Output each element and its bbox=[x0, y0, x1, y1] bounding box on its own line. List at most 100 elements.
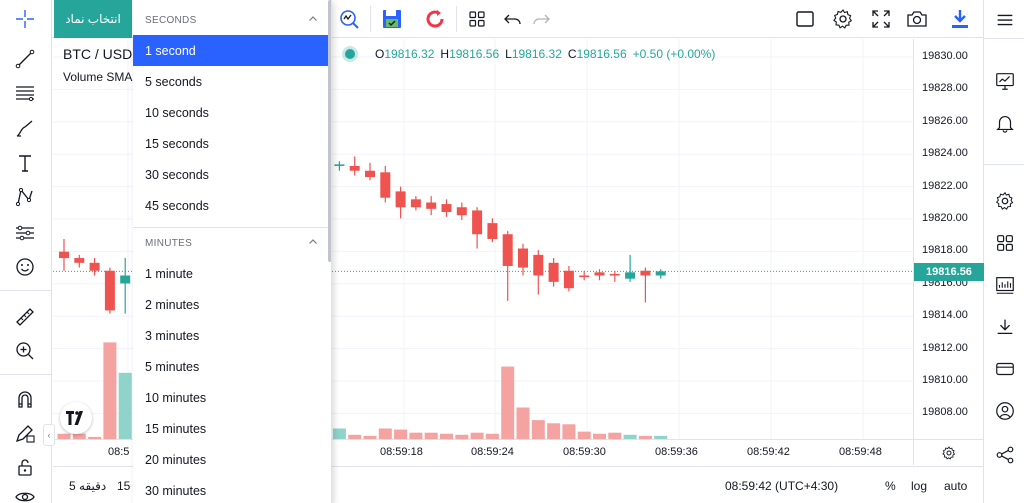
candle-body bbox=[487, 223, 498, 239]
candle bbox=[74, 254, 85, 268]
replay-button[interactable] bbox=[420, 4, 450, 34]
pattern-tool[interactable] bbox=[8, 182, 42, 212]
candle bbox=[548, 258, 559, 287]
horizontal-lines-tool[interactable] bbox=[8, 78, 42, 108]
interval-option[interactable]: 30 seconds bbox=[145, 167, 209, 182]
wallet-button[interactable] bbox=[990, 354, 1020, 384]
interval-option[interactable]: 15 minutes bbox=[145, 421, 207, 436]
alerts-button[interactable] bbox=[990, 108, 1020, 138]
candle bbox=[487, 218, 498, 243]
trend-line-tool[interactable] bbox=[8, 44, 42, 74]
interval-option[interactable]: 1 second bbox=[133, 35, 328, 66]
volume-bar bbox=[547, 423, 561, 439]
interval-option[interactable]: 45 seconds bbox=[145, 198, 209, 213]
profile-button[interactable] bbox=[990, 396, 1020, 426]
candle-body bbox=[502, 234, 513, 266]
price-tick-label: 19824.00 bbox=[922, 147, 968, 160]
redo-button[interactable] bbox=[526, 4, 556, 34]
layouts-button[interactable] bbox=[990, 228, 1020, 258]
monitor-chart-icon bbox=[996, 73, 1014, 90]
percent-toggle[interactable]: % bbox=[885, 479, 896, 493]
ohlc-l-label: L bbox=[505, 47, 512, 61]
candle-body bbox=[563, 270, 574, 289]
lock-drawings-tool[interactable] bbox=[8, 452, 42, 482]
indicators-button[interactable] bbox=[334, 4, 364, 34]
settings-button[interactable] bbox=[828, 4, 858, 34]
interval-5min[interactable]: 5 دقیقه bbox=[69, 479, 107, 493]
layout-button[interactable] bbox=[462, 4, 492, 34]
hamburger-icon bbox=[997, 14, 1013, 26]
watchlist-button[interactable] bbox=[990, 66, 1020, 96]
interval-option[interactable]: 15 seconds bbox=[145, 136, 209, 151]
interval-option[interactable]: 10 minutes bbox=[145, 390, 207, 405]
collapse-toolbar-button[interactable]: ‹ bbox=[43, 424, 55, 446]
seconds-section-header[interactable]: SECONDS bbox=[133, 5, 328, 35]
clock-timezone[interactable]: 08:59:42 (UTC+4:30) bbox=[725, 479, 839, 493]
save-layout-button[interactable] bbox=[377, 4, 407, 34]
candle bbox=[594, 269, 605, 281]
candle-body bbox=[365, 170, 375, 178]
interval-option[interactable]: 10 seconds bbox=[145, 105, 209, 120]
chart-settings-button[interactable] bbox=[990, 186, 1020, 216]
interval-option[interactable]: 2 minutes bbox=[145, 297, 200, 312]
fullscreen-rect-button[interactable] bbox=[790, 4, 820, 34]
legend-symbol[interactable]: BTC / USD bbox=[63, 46, 133, 62]
sidebar-separator bbox=[984, 164, 1024, 165]
price-tick-label: 19828.00 bbox=[922, 82, 968, 95]
undo-button[interactable] bbox=[498, 4, 528, 34]
time-tick-label: 08:59:36 bbox=[655, 446, 698, 458]
magnet-tool[interactable] bbox=[8, 384, 42, 414]
candle bbox=[533, 250, 544, 295]
candle bbox=[120, 258, 131, 314]
tradingview-logo[interactable] bbox=[60, 402, 92, 434]
crosshair-tool[interactable] bbox=[8, 4, 42, 34]
download-button[interactable] bbox=[945, 4, 975, 34]
hide-drawings-tool[interactable] bbox=[8, 482, 42, 503]
symbol-search-button[interactable]: انتخاب نماد bbox=[54, 0, 132, 38]
zoom-in-icon bbox=[16, 342, 34, 360]
camera-icon bbox=[907, 11, 927, 27]
price-axis[interactable]: 19830.00 19828.00 19826.00 19824.00 19822.00… bbox=[913, 39, 984, 439]
toolbar-separator bbox=[0, 374, 52, 375]
candle-body bbox=[472, 210, 483, 235]
snapshot-button[interactable] bbox=[902, 4, 932, 34]
minutes-section-header[interactable]: MINUTES bbox=[133, 228, 328, 258]
data-window-button[interactable] bbox=[990, 270, 1020, 300]
candle-body bbox=[59, 251, 69, 259]
sidebar-separator bbox=[984, 38, 1024, 39]
dropdown-scrollbar[interactable] bbox=[328, 0, 331, 262]
candle bbox=[625, 254, 636, 282]
seconds-header-label: SECONDS bbox=[145, 14, 197, 26]
stay-in-drawing-tool[interactable] bbox=[8, 418, 42, 448]
share-button[interactable] bbox=[990, 440, 1020, 470]
time-tick-label: 08:59:48 bbox=[839, 446, 882, 458]
candle bbox=[104, 267, 115, 314]
prediction-tool[interactable] bbox=[8, 218, 42, 248]
measure-tool[interactable] bbox=[8, 302, 42, 332]
legend-volume[interactable]: Volume SMA bbox=[63, 70, 133, 84]
interval-option[interactable]: 5 seconds bbox=[145, 74, 202, 89]
auto-toggle[interactable]: auto bbox=[944, 479, 968, 493]
menu-button[interactable] bbox=[990, 5, 1020, 35]
grid-layout-icon bbox=[997, 235, 1013, 251]
text-tool[interactable] bbox=[8, 148, 42, 178]
interval-option[interactable]: 5 minutes bbox=[145, 359, 200, 374]
interval-15[interactable]: 15 bbox=[117, 479, 131, 493]
brush-tool[interactable] bbox=[8, 114, 42, 144]
zoom-in-tool[interactable] bbox=[8, 336, 42, 366]
log-toggle[interactable]: log bbox=[911, 479, 928, 493]
candle bbox=[380, 165, 391, 203]
maximize-button[interactable] bbox=[866, 4, 896, 34]
ohlc-high: 19816.56 bbox=[449, 47, 500, 61]
interval-option[interactable]: 3 minutes bbox=[145, 328, 200, 343]
emoji-tool[interactable] bbox=[8, 252, 42, 282]
volume-bar bbox=[440, 433, 453, 439]
axis-settings-button[interactable] bbox=[913, 439, 983, 465]
volume-bar bbox=[378, 428, 392, 439]
interval-option[interactable]: 20 minutes bbox=[145, 452, 207, 467]
export-button[interactable] bbox=[990, 312, 1020, 342]
right-sidebar bbox=[983, 0, 1024, 503]
interval-option[interactable]: 1 minute bbox=[145, 266, 193, 281]
interval-option[interactable]: 30 minutes bbox=[145, 483, 207, 498]
